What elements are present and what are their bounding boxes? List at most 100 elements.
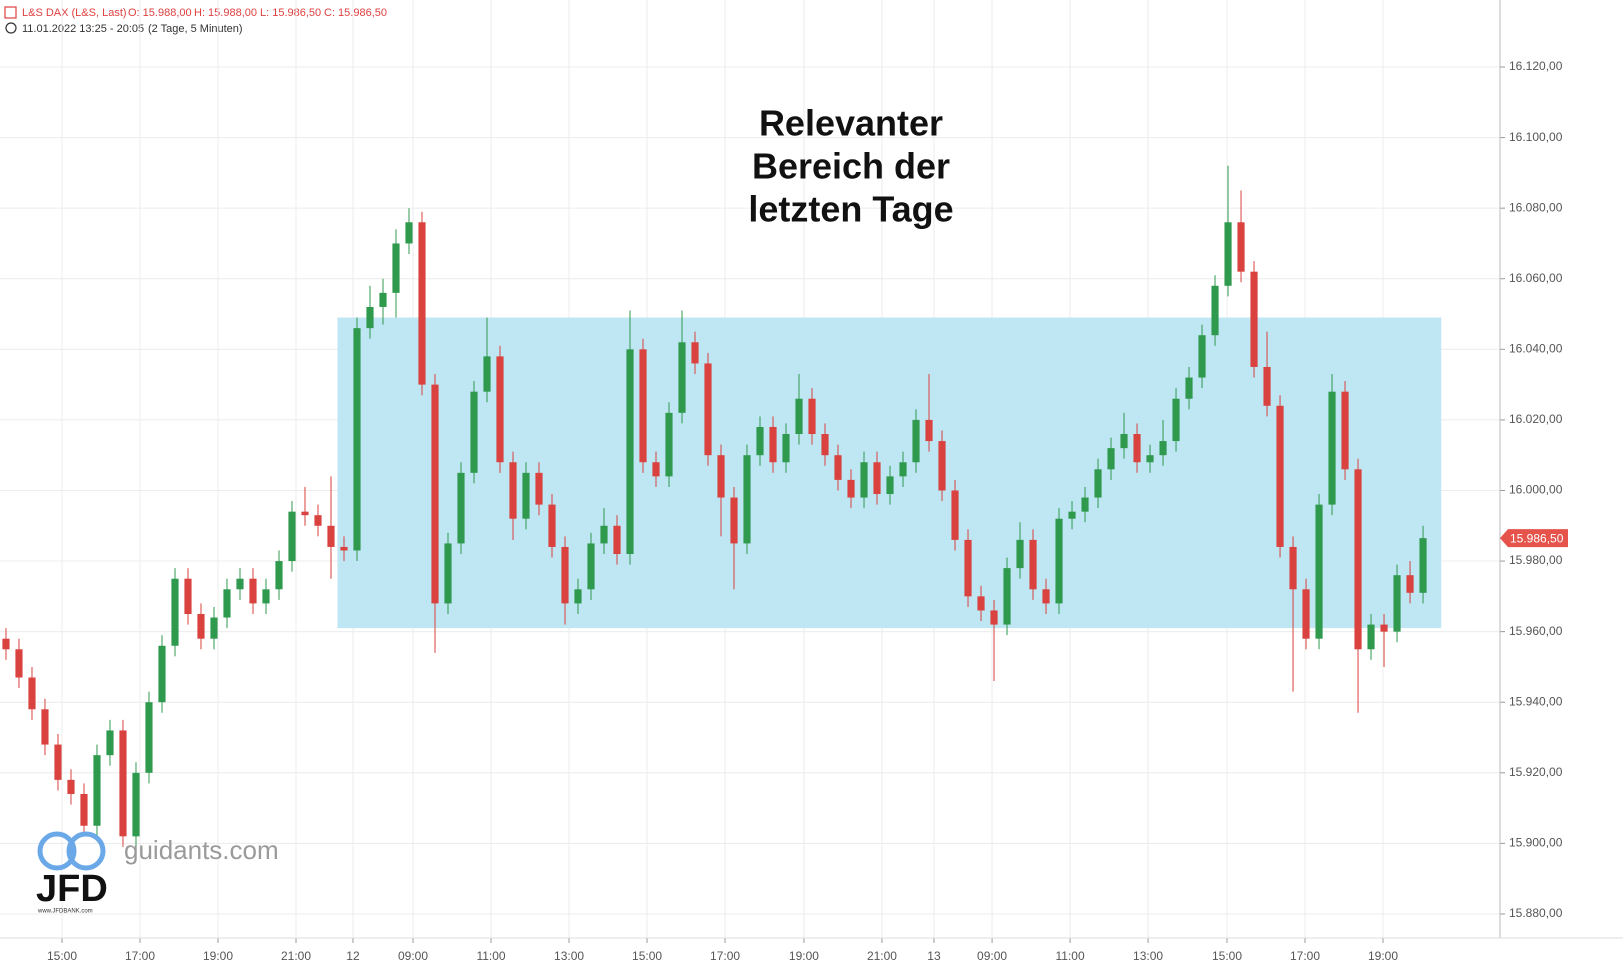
candle-body — [1354, 469, 1362, 650]
candle-body — [964, 539, 972, 597]
candle-body — [1289, 546, 1297, 590]
candle-body — [951, 490, 959, 540]
y-tick-label: 16.020,00 — [1509, 412, 1563, 426]
y-tick-label: 15.900,00 — [1509, 836, 1563, 850]
candle-body — [1107, 448, 1115, 470]
candle-body — [1003, 568, 1011, 625]
candle-body — [1393, 575, 1401, 632]
date-range: 11.01.2022 13:25 - 20:05 — [22, 23, 144, 35]
candle-body — [1029, 539, 1037, 590]
candle-body — [912, 419, 920, 463]
candle-body — [249, 578, 257, 604]
candle-body — [1302, 589, 1310, 639]
annotation: letzten Tage — [748, 189, 953, 230]
candle-body — [1406, 575, 1414, 593]
instrument: L&S DAX (L&S, Last) — [22, 7, 127, 19]
candle-body — [925, 419, 933, 442]
candle-body — [899, 462, 907, 477]
candle-body — [600, 525, 608, 544]
candle-body — [1172, 398, 1180, 442]
candle-body — [717, 455, 725, 498]
candle-body — [886, 476, 894, 495]
candle-body — [938, 441, 946, 491]
x-tick-label: 12 — [346, 949, 360, 963]
watermark-site: guidants.com — [124, 835, 279, 865]
candle-body — [782, 434, 790, 463]
candle-body — [67, 779, 75, 794]
x-tick-label: 17:00 — [1290, 949, 1320, 963]
watermark-brand: JFD — [36, 868, 108, 910]
candle-body — [652, 462, 660, 477]
x-tick-label: 13 — [927, 949, 941, 963]
candle-body — [1276, 405, 1284, 547]
candle-body — [1211, 285, 1219, 336]
candle-body — [873, 462, 881, 495]
x-tick-label: 11:00 — [476, 949, 505, 963]
watermark: guidants.com JFD www.JFDBANK.com — [36, 831, 279, 915]
x-tick-label: 15:00 — [47, 949, 77, 963]
x-tick-label: 15:00 — [632, 949, 662, 963]
candle-body — [522, 472, 530, 519]
candle-body — [392, 243, 400, 293]
y-tick-label: 15.940,00 — [1509, 694, 1563, 708]
candle-body — [1419, 538, 1427, 593]
candle-body — [158, 645, 166, 703]
candle-body — [197, 613, 205, 639]
y-tick-label: 15.920,00 — [1509, 765, 1563, 779]
candle-body — [860, 462, 868, 498]
logo-ring — [37, 831, 77, 871]
candle-body — [483, 356, 491, 392]
annotation: Bereich der — [752, 146, 950, 187]
candle-body — [756, 426, 764, 456]
candle-body — [236, 578, 244, 590]
candle-body — [821, 434, 829, 456]
candle-body — [340, 546, 348, 551]
candle-body — [379, 292, 387, 307]
candle-body — [665, 412, 673, 477]
candle-body — [704, 363, 712, 456]
candle-body — [145, 702, 153, 773]
y-tick-label: 16.040,00 — [1509, 341, 1563, 355]
candle-body — [41, 709, 49, 745]
x-tick-label: 19:00 — [1368, 949, 1398, 963]
range-zone — [337, 317, 1442, 629]
candle-body — [93, 755, 101, 826]
candle-body — [1042, 589, 1050, 604]
x-tick-label: 19:00 — [203, 949, 233, 963]
candle-body — [132, 772, 140, 837]
candle-body — [509, 462, 517, 519]
y-tick-label: 15.960,00 — [1509, 624, 1563, 638]
annotation: Relevanter — [759, 103, 943, 144]
candle-body — [1055, 518, 1063, 604]
last-price-tag — [1500, 529, 1568, 548]
candle-body — [1250, 271, 1258, 367]
candle-body — [1016, 539, 1024, 569]
candle-body — [1159, 441, 1167, 456]
ohlc-low: L: 15.986,50 — [260, 7, 321, 19]
candle-body — [2, 638, 10, 650]
candle-body — [418, 222, 426, 385]
candle-body — [1146, 455, 1154, 463]
ohlc-open: O: 15.988,00 — [128, 7, 192, 19]
clock-icon — [5, 22, 17, 34]
candle-body — [314, 515, 322, 526]
y-tick-label: 16.060,00 — [1509, 271, 1563, 285]
candle-body — [301, 511, 309, 516]
candle-body — [496, 356, 504, 463]
candle-body — [1367, 624, 1375, 650]
candle-body — [1341, 391, 1349, 470]
candle-body — [405, 222, 413, 244]
candle-body — [80, 793, 88, 826]
candle-body — [288, 511, 296, 562]
candle-body — [1185, 377, 1193, 399]
candle-body — [574, 589, 582, 604]
candle-body — [470, 391, 478, 473]
candle-body — [1224, 222, 1232, 286]
candle-body — [626, 349, 634, 555]
candle-body — [366, 306, 374, 329]
candle-body — [613, 525, 621, 555]
candle-body — [184, 578, 192, 614]
candle-body — [639, 349, 647, 463]
